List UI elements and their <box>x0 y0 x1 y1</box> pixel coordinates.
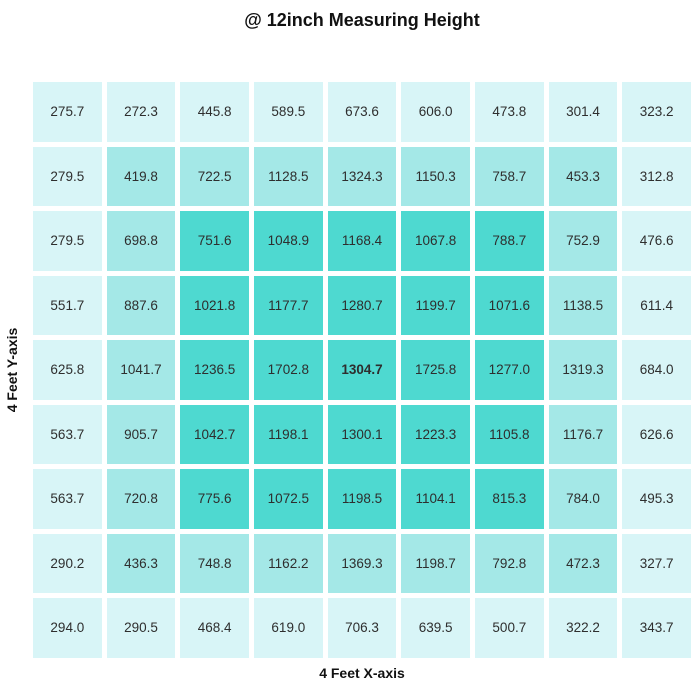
heatmap-cell: 1198.7 <box>401 533 470 594</box>
heatmap-cell: 625.8 <box>33 340 102 400</box>
heatmap-cell: 1277.0 <box>474 340 544 400</box>
heatmap-cell: 887.6 <box>106 275 176 336</box>
heatmap-cell: 1198.1 <box>253 404 323 465</box>
heatmap-cell: 500.7 <box>474 598 544 658</box>
heatmap-cell: 1150.3 <box>401 146 470 207</box>
heatmap-cell: 294.0 <box>33 598 102 658</box>
heatmap-cell: 343.7 <box>622 598 691 658</box>
heatmap-cell: 1176.7 <box>548 404 618 465</box>
heatmap-cell: 1236.5 <box>180 340 249 400</box>
heatmap-cell: 758.7 <box>474 146 544 207</box>
heatmap-cell: 684.0 <box>622 340 691 400</box>
heatmap-cell: 1105.8 <box>474 404 544 465</box>
heatmap-cell: 436.3 <box>106 533 176 594</box>
heatmap-cell: 606.0 <box>401 82 470 142</box>
heatmap-cell: 279.5 <box>33 211 102 271</box>
heatmap-cell: 551.7 <box>33 275 102 336</box>
heatmap-cell: 1198.5 <box>327 469 397 529</box>
heatmap-cell: 626.6 <box>622 404 691 465</box>
heatmap-cell: 290.5 <box>106 598 176 658</box>
heatmap-cell: 619.0 <box>253 598 323 658</box>
heatmap-cell: 290.2 <box>33 533 102 594</box>
heatmap-cell: 792.8 <box>474 533 544 594</box>
heatmap-cell: 905.7 <box>106 404 176 465</box>
heatmap-cell: 1072.5 <box>253 469 323 529</box>
heatmap-cell: 815.3 <box>474 469 544 529</box>
heatmap-cell: 1138.5 <box>548 275 618 336</box>
heatmap-cell: 722.5 <box>180 146 249 207</box>
heatmap-cell: 1067.8 <box>401 211 470 271</box>
heatmap-cell: 327.7 <box>622 533 691 594</box>
heatmap-cell: 468.4 <box>180 598 249 658</box>
heatmap-cell: 473.8 <box>474 82 544 142</box>
heatmap-cell: 1042.7 <box>180 404 249 465</box>
heatmap-cell: 1168.4 <box>327 211 397 271</box>
heatmap-cell: 788.7 <box>474 211 544 271</box>
heatmap-cell: 1319.3 <box>548 340 618 400</box>
heatmap-cell: 1128.5 <box>253 146 323 207</box>
heatmap-cell: 472.3 <box>548 533 618 594</box>
heatmap-cell: 784.0 <box>548 469 618 529</box>
heatmap-cell: 1199.7 <box>401 275 470 336</box>
heatmap-cell: 698.8 <box>106 211 176 271</box>
heatmap-cell: 275.7 <box>33 82 102 142</box>
heatmap-cell: 752.9 <box>548 211 618 271</box>
heatmap-cell: 1041.7 <box>106 340 176 400</box>
heatmap-cell: 1104.1 <box>401 469 470 529</box>
heatmap-cell: 589.5 <box>253 82 323 142</box>
heatmap-cell: 301.4 <box>548 82 618 142</box>
heatmap-cell: 1702.8 <box>253 340 323 400</box>
heatmap-cell: 1021.8 <box>180 275 249 336</box>
heatmap-cell: 563.7 <box>33 469 102 529</box>
heatmap-cell: 312.8 <box>622 146 691 207</box>
y-axis-label: 4 Feet Y-axis <box>4 327 20 413</box>
heatmap-cell: 279.5 <box>33 146 102 207</box>
heatmap-cell: 720.8 <box>106 469 176 529</box>
heatmap-cell: 775.6 <box>180 469 249 529</box>
heatmap-cell: 1223.3 <box>401 404 470 465</box>
heatmap-cell: 419.8 <box>106 146 176 207</box>
heatmap-cell: 1280.7 <box>327 275 397 336</box>
heatmap-cell: 272.3 <box>106 82 176 142</box>
heatmap-cell: 611.4 <box>622 275 691 336</box>
heatmap-cell: 1324.3 <box>327 146 397 207</box>
heatmap-cell: 476.6 <box>622 211 691 271</box>
heatmap-cell: 706.3 <box>327 598 397 658</box>
heatmap-cell: 639.5 <box>401 598 470 658</box>
heatmap-cell: 1369.3 <box>327 533 397 594</box>
heatmap-cell: 453.3 <box>548 146 618 207</box>
heatmap-cell: 445.8 <box>180 82 249 142</box>
heatmap-cell: 673.6 <box>327 82 397 142</box>
x-axis-label: 4 Feet X-axis <box>319 665 405 681</box>
heatmap-grid: 275.7 272.3 445.8 589.5 673.6 606.0 473.8 301.4… <box>33 82 691 658</box>
heatmap-cell: 495.3 <box>622 469 691 529</box>
heatmap-cell: 1725.8 <box>401 340 470 400</box>
heatmap-cell: 748.8 <box>180 533 249 594</box>
heatmap-cell: 1300.1 <box>327 404 397 465</box>
heatmap-cell: 323.2 <box>622 82 691 142</box>
heatmap-cell: 1162.2 <box>253 533 323 594</box>
heatmap-cell: 1177.7 <box>253 275 323 336</box>
heatmap-cell: 1304.7 <box>327 340 397 400</box>
heatmap-cell: 1071.6 <box>474 275 544 336</box>
heatmap-cell: 563.7 <box>33 404 102 465</box>
heatmap-cell: 751.6 <box>180 211 249 271</box>
heatmap-cell: 1048.9 <box>253 211 323 271</box>
chart-title: @ 12inch Measuring Height <box>244 10 480 30</box>
heatmap-cell: 322.2 <box>548 598 618 658</box>
